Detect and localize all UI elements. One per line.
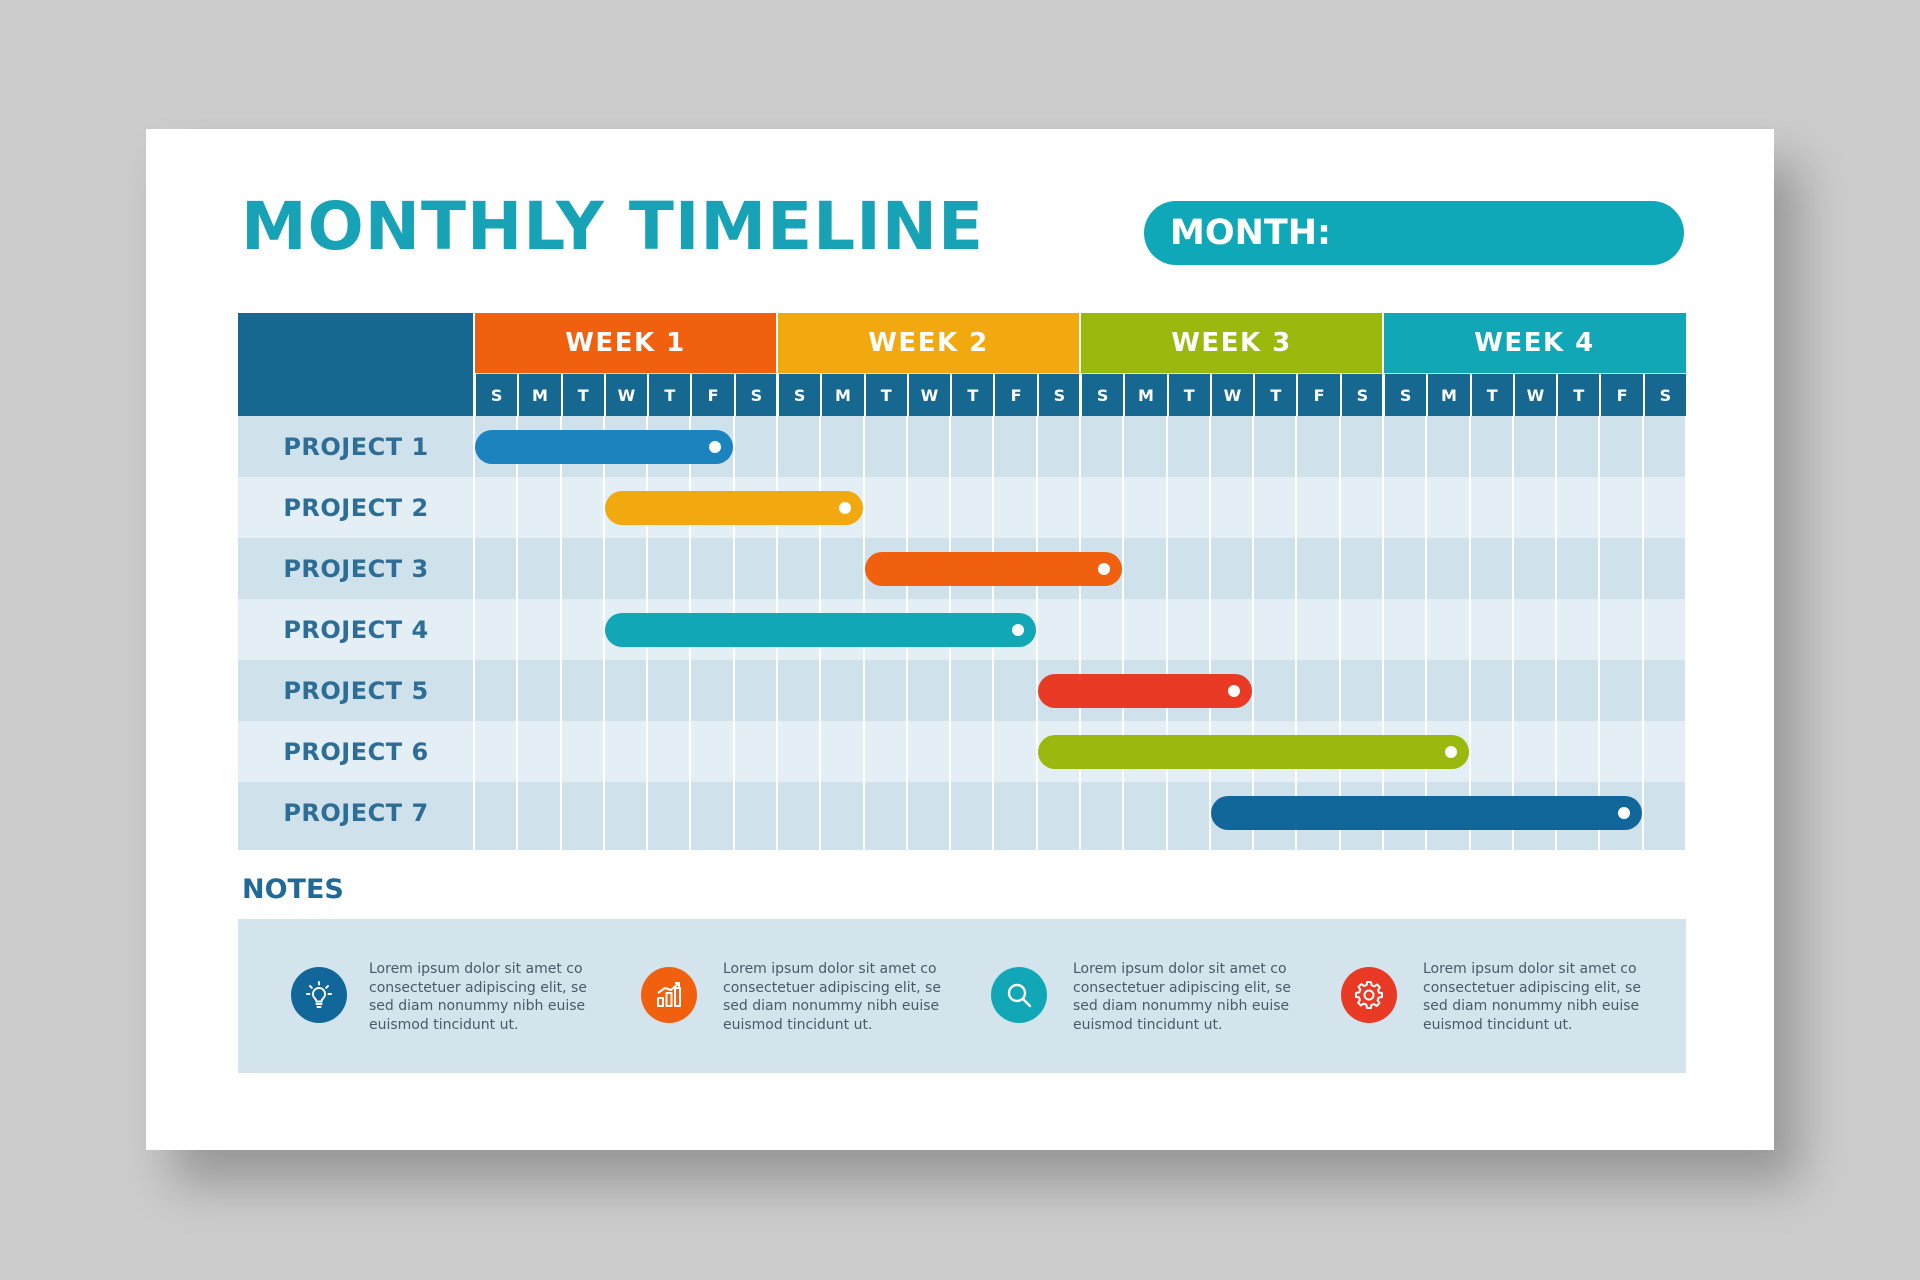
day-label: F <box>1296 374 1339 416</box>
grid-line <box>516 416 519 850</box>
day-label: W <box>603 374 647 416</box>
project-label: PROJECT 7 <box>283 798 429 827</box>
project-label: PROJECT 2 <box>283 493 429 522</box>
day-label: T <box>1469 374 1513 416</box>
note-text: Lorem ipsum dolor sit amet co consectetu… <box>1423 961 1641 1033</box>
grid-line <box>1425 416 1428 850</box>
note-item: Lorem ipsum dolor sit amet co consectetu… <box>291 919 611 1073</box>
grid-line <box>1382 416 1384 850</box>
project-label: PROJECT 3 <box>283 554 429 583</box>
day-label: T <box>1556 374 1599 416</box>
bar-end-marker <box>1228 685 1241 697</box>
day-label: T <box>560 374 604 416</box>
project-row <box>238 660 1686 721</box>
grid-line <box>1598 416 1601 850</box>
grid-line <box>602 416 605 850</box>
project-label: PROJECT 4 <box>283 615 429 644</box>
day-label: S <box>1383 374 1426 416</box>
header-corner <box>238 313 474 416</box>
notes-heading: NOTES <box>242 874 344 905</box>
day-label: S <box>1642 374 1686 416</box>
day-label: S <box>474 374 517 416</box>
week-separator <box>1382 313 1384 416</box>
project-label: PROJECT 5 <box>283 676 429 705</box>
day-label: T <box>647 374 690 416</box>
day-label: S <box>1080 374 1123 416</box>
grid-line <box>1555 416 1558 850</box>
grid-line <box>1511 416 1514 850</box>
grid-line <box>1641 416 1644 850</box>
day-label: M <box>1426 374 1469 416</box>
week-header-1: WEEK 1 <box>474 313 777 373</box>
gantt-grid: PROJECT 1 PROJECT 2 PROJECT 3 PROJECT 4 PROJ… <box>238 313 1687 850</box>
notes-panel: Lorem ipsum dolor sit amet co consectetu… <box>238 919 1686 1073</box>
week-header-2: WEEK 2 <box>777 313 1080 373</box>
project-bar[interactable] <box>1037 735 1469 769</box>
week-header-4: WEEK 4 <box>1383 313 1686 373</box>
grid-line <box>1035 416 1038 850</box>
day-label: M <box>517 374 560 416</box>
grid-line <box>1165 416 1168 850</box>
bar-end-marker <box>1011 624 1024 636</box>
day-label: M <box>820 374 863 416</box>
month-label: MONTH: <box>1170 213 1332 253</box>
grid-line <box>1468 416 1471 850</box>
day-label: T <box>863 374 907 416</box>
project-bar[interactable] <box>1210 796 1642 830</box>
gear-icon <box>1341 967 1397 1023</box>
project-label: PROJECT 1 <box>283 432 429 461</box>
day-label: W <box>906 374 950 416</box>
note-item: Lorem ipsum dolor sit amet co consectetu… <box>991 919 1311 1073</box>
day-label: F <box>690 374 733 416</box>
grid-line <box>473 416 475 850</box>
grid-line <box>1338 416 1341 850</box>
bar-end-marker <box>1098 563 1111 575</box>
note-item: Lorem ipsum dolor sit amet co consectetu… <box>1341 919 1661 1073</box>
day-label: S <box>777 374 820 416</box>
grid-line <box>1208 416 1211 850</box>
week-separator <box>1079 313 1081 416</box>
grid-line <box>559 416 562 850</box>
lightbulb-icon <box>291 967 347 1023</box>
day-label: W <box>1512 374 1556 416</box>
bar-end-marker <box>708 441 721 453</box>
bar-chart-icon <box>641 967 697 1023</box>
day-label: F <box>1599 374 1642 416</box>
day-label: T <box>950 374 993 416</box>
note-item: Lorem ipsum dolor sit amet co consectetu… <box>641 919 961 1073</box>
day-label: F <box>993 374 1036 416</box>
bar-end-marker <box>1444 746 1457 758</box>
month-field[interactable]: MONTH: <box>1144 201 1684 265</box>
project-bar[interactable] <box>1037 674 1253 708</box>
bar-end-marker <box>838 502 851 514</box>
note-text: Lorem ipsum dolor sit amet co consectetu… <box>723 961 941 1033</box>
project-bar[interactable] <box>864 552 1123 586</box>
day-label: M <box>1123 374 1166 416</box>
note-text: Lorem ipsum dolor sit amet co consectetu… <box>1073 961 1291 1033</box>
bar-end-marker <box>1617 807 1630 819</box>
week-separator <box>776 313 778 416</box>
project-row <box>238 477 1686 538</box>
day-label: S <box>1339 374 1383 416</box>
grid-line <box>1079 416 1081 850</box>
project-bar[interactable] <box>475 430 733 464</box>
day-label: S <box>733 374 777 416</box>
grid-line <box>1685 416 1687 850</box>
day-label: T <box>1166 374 1210 416</box>
week-header-3: WEEK 3 <box>1080 313 1383 373</box>
grid-line <box>1252 416 1255 850</box>
timeline-card: MONTHLY TIMELINE MONTH: PROJECT 1 PROJECT… <box>146 129 1774 1150</box>
grid-line <box>1295 416 1298 850</box>
project-bar[interactable] <box>604 491 863 525</box>
project-bar[interactable] <box>604 613 1036 647</box>
search-icon <box>991 967 1047 1023</box>
note-text: Lorem ipsum dolor sit amet co consectetu… <box>369 961 587 1033</box>
day-label: W <box>1209 374 1253 416</box>
week-separator <box>473 313 475 416</box>
day-label: T <box>1253 374 1296 416</box>
page-title: MONTHLY TIMELINE <box>241 188 985 265</box>
day-label: S <box>1036 374 1080 416</box>
grid-line <box>1122 416 1125 850</box>
project-label: PROJECT 6 <box>283 737 429 766</box>
